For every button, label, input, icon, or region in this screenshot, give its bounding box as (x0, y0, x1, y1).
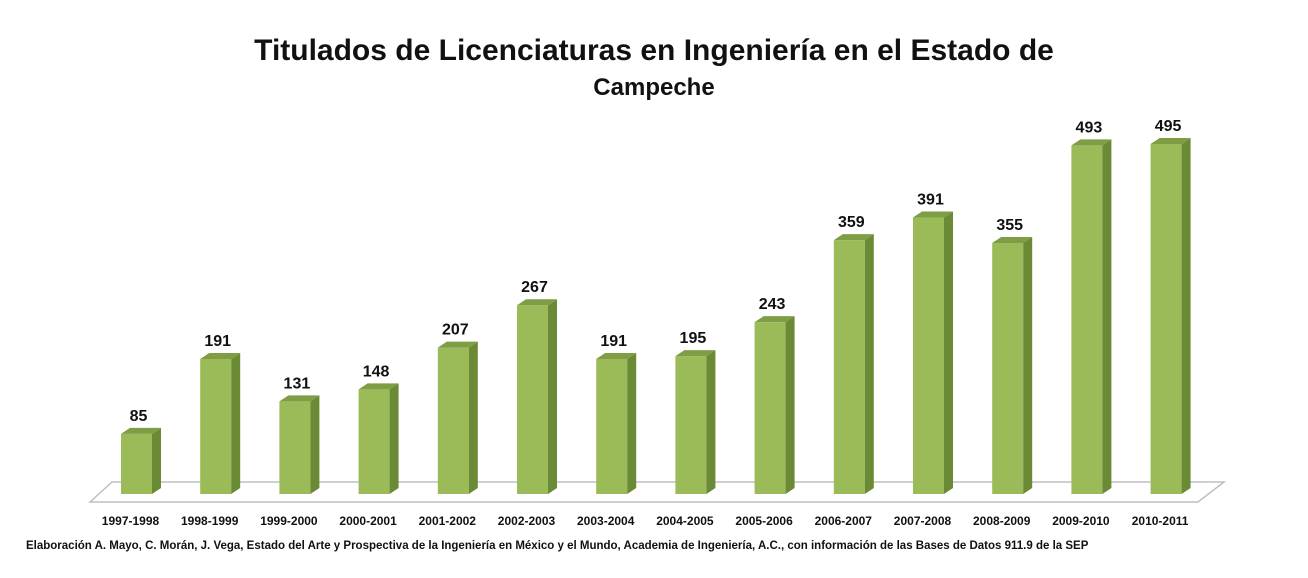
bar-2003-2004 (596, 358, 628, 494)
x-tick-label: 2005-2006 (735, 514, 793, 528)
bar-top-2009-2010 (1071, 139, 1112, 146)
bar-top-1999-2000 (279, 395, 320, 402)
data-label-2004-2005: 195 (680, 330, 707, 347)
x-tick-label: 1999-2000 (260, 514, 318, 528)
data-label-2001-2002: 207 (442, 322, 469, 339)
data-label-2008-2009: 355 (996, 217, 1023, 234)
bar-top-2000-2001 (358, 383, 399, 390)
data-label-2002-2003: 267 (521, 279, 548, 296)
bar-2010-2011 (1150, 144, 1182, 494)
data-label-2010-2011: 495 (1155, 118, 1182, 135)
x-tick-label: 2001-2002 (419, 514, 477, 528)
bar-side-2007-2008 (944, 211, 953, 495)
data-label-1999-2000: 131 (284, 375, 311, 392)
data-label-2003-2004: 191 (600, 333, 627, 350)
chart-title-line-2: Campeche (593, 74, 715, 101)
bar-2004-2005 (675, 356, 707, 494)
bars-group: 85 191 131 148 207 267 191 195 243 359 391 355 493 49… (121, 118, 1191, 495)
bar-top-2007-2008 (913, 211, 953, 218)
bar-side-2002-2003 (548, 299, 557, 494)
data-label-2006-2007: 359 (838, 214, 865, 231)
bar-1999-2000 (279, 401, 311, 494)
x-tick-label: 2008-2009 (973, 514, 1031, 528)
x-tick-label: 2007-2008 (894, 514, 952, 528)
data-label-2007-2008: 391 (917, 192, 944, 209)
x-tick-label: 2010-2011 (1132, 514, 1189, 528)
x-tick-label: 2009-2010 (1052, 514, 1110, 528)
bar-side-2005-2006 (785, 316, 795, 494)
bar-2008-2009 (992, 242, 1024, 494)
bar-top-2006-2007 (833, 234, 874, 241)
bar-2007-2008 (913, 217, 944, 495)
bar-side-2003-2004 (627, 352, 637, 494)
x-tick-label: 2004-2005 (656, 514, 714, 528)
bar-side-1999-2000 (310, 395, 320, 494)
bar-top-2008-2009 (992, 236, 1033, 243)
x-tick-label: 1998-1999 (181, 514, 239, 528)
bar-side-2009-2010 (1102, 139, 1112, 495)
bar-top-2001-2002 (437, 341, 478, 348)
data-label-1997-1998: 85 (130, 408, 148, 425)
bar-side-2000-2001 (389, 383, 399, 494)
bar-side-1998-1999 (231, 352, 241, 494)
bar-2000-2001 (358, 389, 390, 494)
data-label-2000-2001: 148 (363, 363, 390, 380)
bar-2005-2006 (754, 322, 786, 494)
bar-top-2010-2011 (1150, 138, 1191, 144)
bar-top-1998-1999 (200, 352, 241, 359)
bar-top-2004-2005 (675, 350, 716, 357)
bar-side-2008-2009 (1023, 236, 1033, 494)
x-tick-label: 2006-2007 (815, 514, 873, 528)
bar-top-1997-1998 (121, 427, 161, 434)
chart-title: Titulados de Licenciaturas en Ingeniería… (254, 34, 1054, 67)
bar-side-2004-2005 (706, 350, 716, 494)
bar-1998-1999 (200, 358, 232, 494)
bar-side-2001-2002 (468, 341, 478, 494)
x-tick-label: 2000-2001 (339, 514, 397, 528)
source-note: Elaboración A. Mayo, C. Morán, J. Vega, … (26, 540, 1089, 552)
x-tick-label: 2002-2003 (498, 514, 556, 528)
x-tick-label: 1997-1998 (102, 514, 160, 528)
bar-top-2002-2003 (517, 299, 557, 306)
bar-1997-1998 (121, 433, 152, 494)
bar-top-2003-2004 (596, 352, 637, 359)
data-label-2009-2010: 493 (1076, 119, 1103, 136)
bar-2002-2003 (517, 305, 548, 494)
x-tick-label: 2003-2004 (577, 514, 635, 528)
bar-side-2010-2011 (1181, 138, 1191, 494)
bar-2009-2010 (1071, 145, 1103, 495)
chart-floor (88, 481, 1227, 503)
bar-side-1997-1998 (152, 427, 161, 494)
bar-top-2005-2006 (754, 316, 795, 323)
bar-side-2006-2007 (864, 234, 874, 494)
data-label-1998-1999: 191 (204, 333, 231, 350)
bar-2006-2007 (833, 240, 865, 494)
bar-2001-2002 (437, 347, 469, 494)
data-label-2005-2006: 243 (759, 296, 786, 313)
